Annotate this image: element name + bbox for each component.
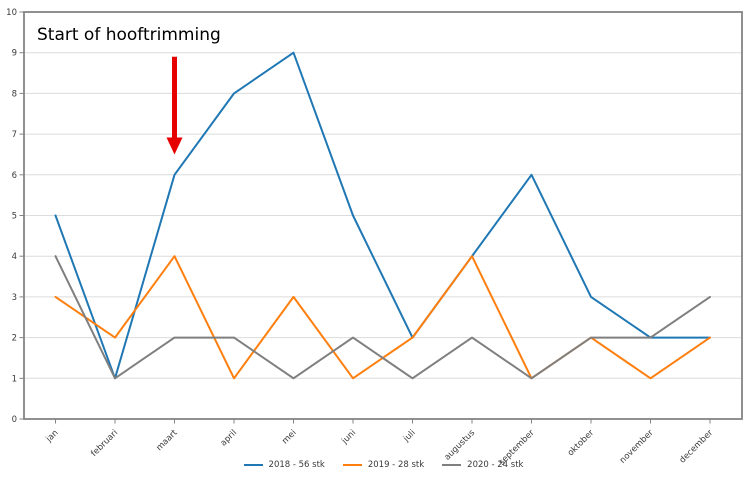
- x-tick-label: juni: [339, 428, 358, 447]
- legend-label-2020: 2020 - 24 stk: [467, 460, 524, 470]
- legend-swatch-2019-line: [342, 464, 362, 466]
- annotation-text: Start of hooftrimming: [37, 25, 221, 45]
- legend-swatch-2020-line: [442, 464, 462, 466]
- y-tick-label: 4: [12, 252, 17, 262]
- x-tick-label: juli: [401, 428, 418, 445]
- x-tick-label: mei: [280, 428, 298, 446]
- y-tick-label: 10: [6, 8, 17, 18]
- y-tick-label: 3: [12, 293, 17, 303]
- y-tick-label: 2: [12, 334, 17, 344]
- x-tick-label: maart: [154, 428, 180, 454]
- legend-item-2018: 2018 - 56 stk: [243, 460, 325, 470]
- x-tick-label: augustus: [442, 428, 477, 463]
- legend-label-2018: 2018 - 56 stk: [268, 460, 325, 470]
- x-tick-label: oktober: [566, 428, 597, 459]
- y-tick-label: 0: [12, 415, 17, 425]
- y-tick-label: 7: [12, 130, 17, 140]
- legend-swatch-2018-line: [243, 464, 263, 466]
- y-tick-label: 8: [12, 89, 17, 99]
- series-line-2018: [54, 51, 711, 380]
- y-tick-label: 6: [12, 171, 17, 181]
- legend-item-2019: 2019 - 28 stk: [342, 460, 425, 470]
- y-tick-label: 1: [12, 374, 17, 384]
- x-tick-label: jan: [44, 428, 61, 445]
- y-tick-label: 5: [12, 212, 17, 222]
- legend-label-2019: 2019 - 28 stk: [367, 460, 425, 470]
- x-tick-label: februari: [89, 428, 120, 459]
- annotation-arrow-head: [166, 137, 183, 155]
- y-tick-label: 9: [12, 49, 17, 59]
- legend-item-2020: 2020 - 24 stk: [442, 460, 523, 470]
- x-tick-label: april: [219, 428, 239, 448]
- legend: 2018 - 56 stk 2019 - 28 stk 2020 - 24 st…: [25, 460, 742, 470]
- series-line-2020: [54, 255, 711, 380]
